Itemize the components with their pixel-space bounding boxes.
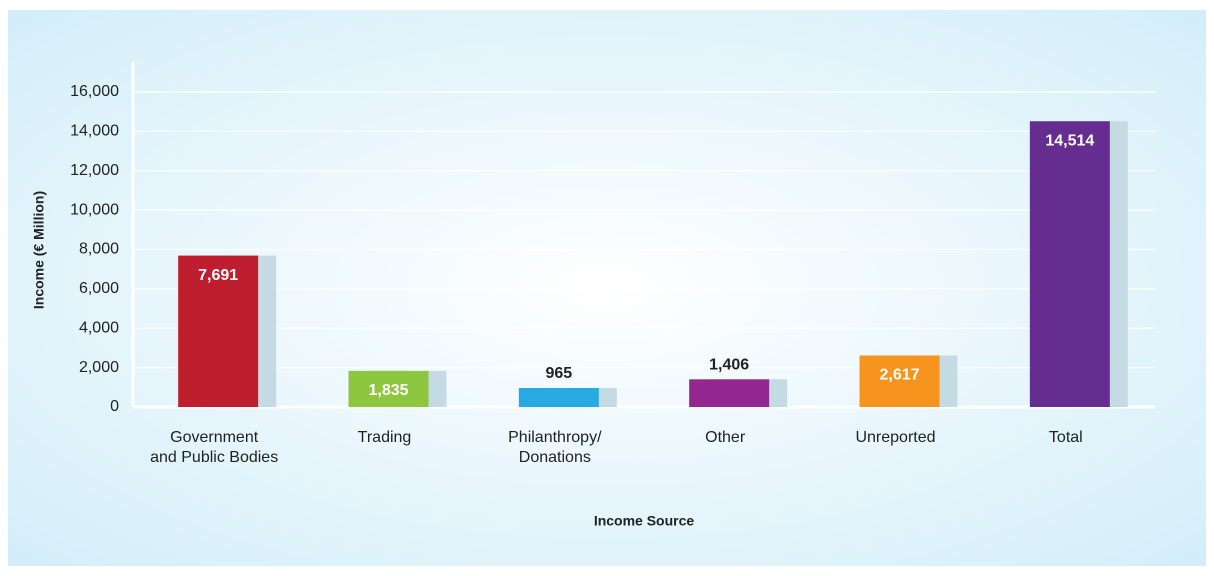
value-label: 1,835 — [368, 382, 408, 399]
bar — [518, 388, 599, 407]
value-label: 1,406 — [709, 357, 749, 374]
value-label: 14,514 — [1045, 132, 1094, 149]
y-tick-label: 16,000 — [70, 83, 119, 100]
x-tick-label: Philanthropy/ Donations — [508, 429, 602, 466]
y-tick-label: 14,000 — [70, 123, 119, 140]
x-tick-label: Other — [705, 429, 746, 446]
bar — [859, 355, 940, 407]
y-tick-label: 4,000 — [79, 319, 119, 336]
y-tick-label: 12,000 — [70, 162, 119, 179]
value-label: 2,617 — [879, 367, 919, 384]
y-tick-label: 8,000 — [79, 241, 119, 258]
y-tick-label: 10,000 — [70, 201, 119, 218]
y-tick-label: 2,000 — [79, 359, 119, 376]
bar — [348, 370, 429, 407]
y-axis-title: Income (€ Million) — [31, 191, 47, 309]
value-label: 7,691 — [198, 267, 238, 284]
x-tick-label: Trading — [357, 429, 412, 446]
x-tick-label: Government and Public Bodies — [150, 429, 279, 466]
bar — [1029, 121, 1110, 408]
y-tick-label: 6,000 — [79, 280, 119, 297]
x-tick-label: Total — [1048, 429, 1083, 446]
bar — [689, 379, 770, 407]
value-label: 965 — [545, 365, 572, 382]
y-tick-label: 0 — [110, 398, 119, 415]
x-axis-title: Income Source — [594, 513, 695, 529]
x-tick-label: Unreported — [855, 429, 936, 446]
bar — [178, 255, 259, 407]
